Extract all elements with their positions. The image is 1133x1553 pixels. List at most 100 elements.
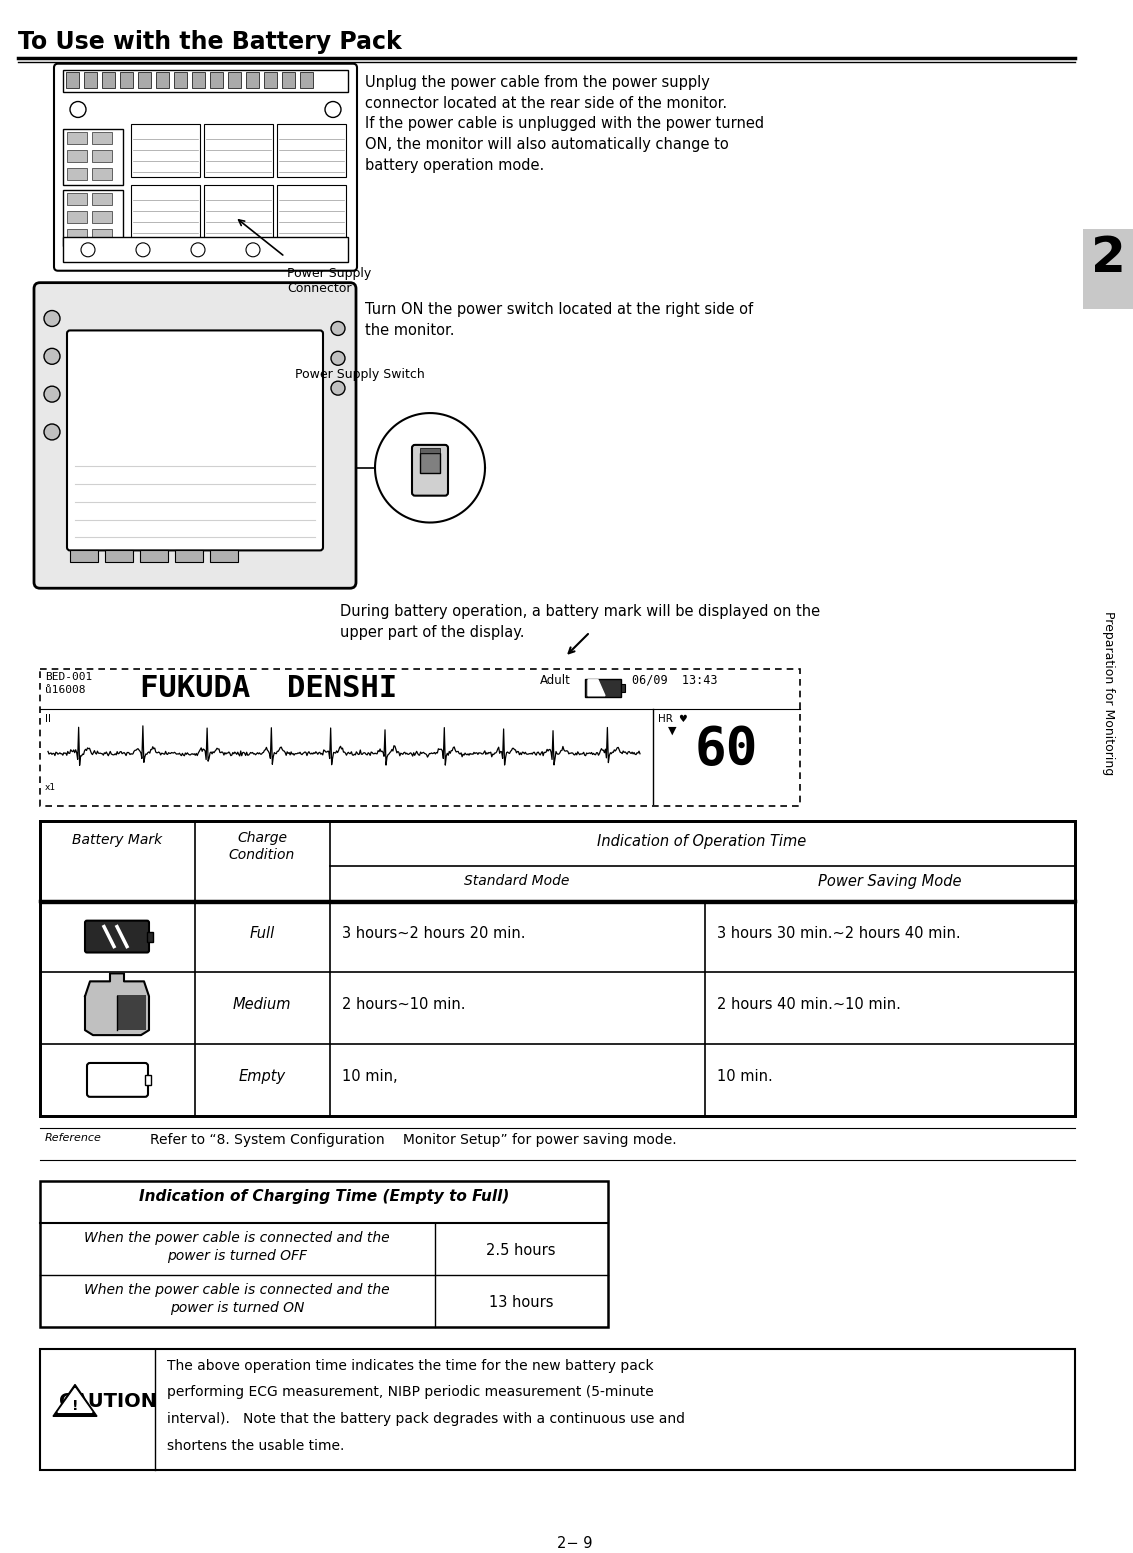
- Text: Preparation for Monitoring: Preparation for Monitoring: [1101, 610, 1115, 775]
- Text: 2.5 hours: 2.5 hours: [486, 1242, 556, 1258]
- Bar: [174, 71, 187, 87]
- Bar: [67, 228, 87, 241]
- Bar: [63, 70, 348, 92]
- Text: 2 hours 40 min.∼10 min.: 2 hours 40 min.∼10 min.: [717, 997, 901, 1013]
- Text: 60: 60: [695, 724, 758, 775]
- Text: Power Supply Switch: Power Supply Switch: [295, 368, 425, 380]
- Bar: [67, 168, 87, 180]
- Bar: [420, 453, 440, 472]
- Text: To Use with the Battery Pack: To Use with the Battery Pack: [18, 30, 402, 54]
- Text: 2− 9: 2− 9: [557, 1536, 593, 1551]
- Bar: [105, 550, 133, 562]
- Bar: [276, 185, 346, 238]
- Circle shape: [331, 351, 346, 365]
- Bar: [67, 193, 87, 205]
- Bar: [585, 679, 621, 697]
- FancyBboxPatch shape: [87, 1062, 148, 1096]
- FancyBboxPatch shape: [54, 64, 357, 270]
- Bar: [63, 238, 348, 262]
- Bar: [420, 447, 440, 453]
- Text: Standard Mode: Standard Mode: [465, 874, 570, 888]
- Bar: [92, 132, 112, 144]
- Bar: [40, 822, 1075, 1115]
- Circle shape: [191, 242, 205, 256]
- Bar: [120, 71, 133, 87]
- Bar: [67, 132, 87, 144]
- Text: The above operation time indicates the time for the new battery pack: The above operation time indicates the t…: [167, 1359, 654, 1373]
- Text: Indication of Charging Time (Empty to Full): Indication of Charging Time (Empty to Fu…: [139, 1190, 509, 1205]
- Text: performing ECG measurement, NIBP periodic measurement (5-minute: performing ECG measurement, NIBP periodi…: [167, 1385, 654, 1399]
- Circle shape: [44, 348, 60, 365]
- Text: Power Supply
Connector: Power Supply Connector: [287, 267, 372, 295]
- Text: x1: x1: [45, 783, 57, 792]
- Text: shortens the usable time.: shortens the usable time.: [167, 1440, 344, 1454]
- Polygon shape: [53, 1384, 97, 1416]
- Circle shape: [331, 380, 346, 394]
- Text: 13 hours: 13 hours: [488, 1295, 553, 1309]
- Text: Refer to “8. System Configuration  Monitor Setup” for power saving mode.: Refer to “8. System Configuration Monito…: [150, 1132, 676, 1146]
- Bar: [140, 550, 168, 562]
- Text: Indication of Operation Time: Indication of Operation Time: [597, 834, 807, 849]
- Text: ON, the monitor will also automatically change to: ON, the monitor will also automatically …: [365, 137, 729, 152]
- Circle shape: [136, 242, 150, 256]
- Text: Reference: Reference: [45, 1132, 102, 1143]
- Text: Full: Full: [249, 926, 274, 941]
- Bar: [66, 71, 79, 87]
- FancyBboxPatch shape: [67, 331, 323, 550]
- Text: ♥: ♥: [678, 714, 687, 724]
- Bar: [228, 71, 241, 87]
- Bar: [145, 1075, 151, 1086]
- Text: connector located at the rear side of the monitor.: connector located at the rear side of th…: [365, 96, 727, 110]
- Text: 06/09  13:43: 06/09 13:43: [632, 674, 717, 686]
- Text: ů16008: ů16008: [45, 685, 85, 694]
- Circle shape: [246, 242, 259, 256]
- Polygon shape: [85, 974, 150, 1036]
- Polygon shape: [58, 1388, 92, 1412]
- Bar: [92, 151, 112, 162]
- Text: 10 min,: 10 min,: [342, 1068, 398, 1084]
- Text: battery operation mode.: battery operation mode.: [365, 158, 544, 174]
- Text: CAUTION: CAUTION: [59, 1391, 157, 1410]
- FancyBboxPatch shape: [412, 444, 448, 495]
- Bar: [63, 129, 123, 185]
- Bar: [210, 71, 223, 87]
- Bar: [67, 151, 87, 162]
- Bar: [92, 193, 112, 205]
- Bar: [70, 550, 97, 562]
- Text: If the power cable is unplugged with the power turned: If the power cable is unplugged with the…: [365, 116, 764, 132]
- Bar: [246, 71, 259, 87]
- Text: During battery operation, a battery mark will be displayed on the: During battery operation, a battery mark…: [340, 604, 820, 620]
- Bar: [210, 550, 238, 562]
- Text: 2 hours∼10 min.: 2 hours∼10 min.: [342, 997, 466, 1013]
- Bar: [147, 932, 153, 941]
- Text: power is turned OFF: power is turned OFF: [167, 1249, 307, 1263]
- Bar: [92, 168, 112, 180]
- Bar: [92, 228, 112, 241]
- Text: FUKUDA  DENSHI: FUKUDA DENSHI: [140, 674, 398, 704]
- Circle shape: [44, 311, 60, 326]
- Bar: [204, 124, 273, 177]
- Text: !: !: [71, 1399, 78, 1413]
- Text: Empty: Empty: [238, 1068, 286, 1084]
- Circle shape: [80, 242, 95, 256]
- Text: Charge: Charge: [237, 831, 287, 845]
- Bar: [67, 211, 87, 224]
- Polygon shape: [588, 680, 605, 696]
- Bar: [40, 1182, 608, 1326]
- Bar: [84, 71, 97, 87]
- Bar: [174, 550, 203, 562]
- Bar: [621, 683, 625, 691]
- Bar: [102, 71, 116, 87]
- Text: Turn ON the power switch located at the right side of: Turn ON the power switch located at the …: [365, 301, 753, 317]
- Text: When the power cable is connected and the: When the power cable is connected and th…: [84, 1232, 390, 1246]
- Bar: [117, 995, 146, 1030]
- Text: II: II: [45, 714, 51, 724]
- Bar: [131, 124, 201, 177]
- Bar: [1083, 228, 1133, 309]
- Bar: [276, 124, 346, 177]
- Circle shape: [377, 415, 483, 520]
- Bar: [300, 71, 313, 87]
- Bar: [138, 71, 151, 87]
- Bar: [191, 71, 205, 87]
- Text: When the power cable is connected and the: When the power cable is connected and th…: [84, 1283, 390, 1297]
